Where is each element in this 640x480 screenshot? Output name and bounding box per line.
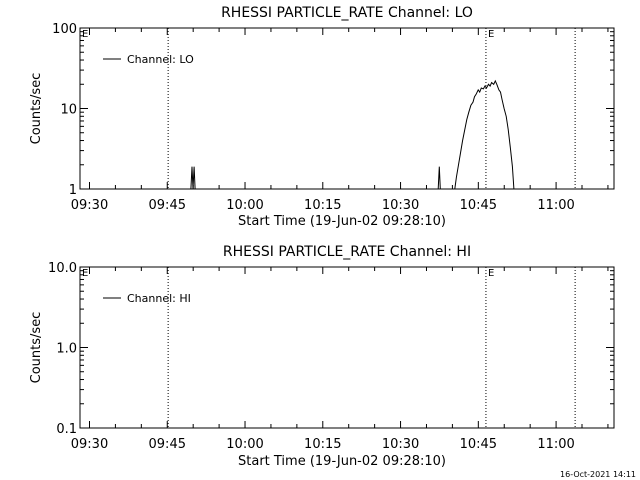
- y-tick-label: 1: [69, 183, 77, 198]
- chart-title: RHESSI PARTICLE_RATE Channel: LO: [221, 5, 473, 21]
- plot-timestamp: 16-Oct-2021 14:11: [560, 470, 636, 479]
- y-tick-label: 10: [60, 103, 77, 118]
- y-axis-label: Counts/sec: [29, 73, 44, 145]
- x-tick-label: 09:30: [71, 198, 108, 213]
- corner-marker-label: E: [82, 268, 88, 279]
- x-tick-label: 10:30: [382, 198, 419, 213]
- x-axis-label: Start Time (19-Jun-02 09:28:10): [238, 454, 446, 469]
- legend-label: Channel: HI: [127, 292, 191, 305]
- chart-panel-1: RHESSI PARTICLE_RATE Channel: HI 09:30 09:…: [29, 244, 615, 469]
- x-axis-label: Start Time (19-Jun-02 09:28:10): [238, 214, 446, 229]
- time-marker-label: E: [488, 268, 494, 279]
- x-tick-label: 11:00: [537, 198, 574, 213]
- x-tick-label: 10:00: [226, 198, 263, 213]
- x-tick-label: 09:30: [71, 437, 108, 452]
- legend-label: Channel: LO: [127, 53, 194, 66]
- x-tick-label: 10:30: [382, 437, 419, 452]
- corner-marker-label: E: [82, 29, 88, 40]
- data-series-line: [190, 166, 196, 190]
- data-series-line: [454, 79, 515, 190]
- x-tick-label: 09:45: [149, 437, 186, 452]
- x-tick-label: 11:00: [537, 437, 574, 452]
- x-tick-label: 09:45: [149, 198, 186, 213]
- x-tick-label: 10:15: [304, 437, 341, 452]
- x-tick-label: 10:45: [460, 198, 497, 213]
- y-tick-label: 1.0: [56, 342, 77, 357]
- y-axis-label: Counts/sec: [29, 312, 44, 384]
- y-tick-label: 100: [52, 22, 77, 37]
- y-tick-label: 0.1: [56, 422, 77, 437]
- x-tick-label: 10:45: [460, 437, 497, 452]
- y-tick-label: 10.0: [48, 261, 77, 276]
- data-series-line: [437, 166, 441, 190]
- time-marker-label: E: [488, 29, 494, 40]
- chart-panel-0: RHESSI PARTICLE_RATE Channel: LO 09:30 09:…: [29, 5, 615, 229]
- chart-title: RHESSI PARTICLE_RATE Channel: HI: [223, 244, 471, 260]
- x-tick-label: 10:15: [304, 198, 341, 213]
- x-tick-label: 10:00: [226, 437, 263, 452]
